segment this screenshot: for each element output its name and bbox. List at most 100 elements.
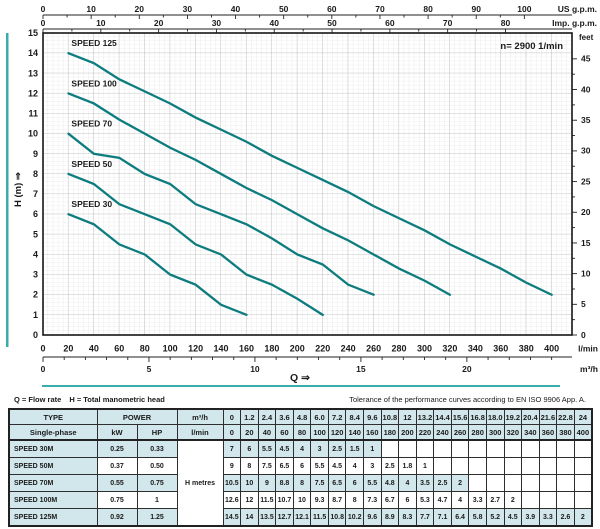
head-value: 5.5 — [363, 474, 382, 492]
power-kw: 0.75 — [96, 491, 138, 509]
head-value — [538, 474, 558, 492]
head-value: 10 — [292, 491, 312, 509]
m3h-value-header: 8.4 — [345, 408, 364, 425]
head-value: 1.8 — [398, 457, 417, 475]
us-gpm-tick-label: 100 — [517, 4, 531, 14]
head-value — [521, 457, 540, 475]
head-value: 12.1 — [292, 508, 312, 527]
head-value: 9.3 — [310, 491, 329, 509]
feet-tick-label: 0 — [581, 330, 586, 340]
us-gpm-tick-label: 20 — [135, 4, 145, 14]
head-value: 7.3 — [363, 491, 382, 509]
m3h-tick-label: 5 — [147, 364, 152, 374]
curve-speed-50 — [67, 172, 324, 317]
head-value: 6.5 — [327, 474, 347, 492]
lmin-value-header: 320 — [503, 424, 523, 441]
head-value — [538, 439, 558, 458]
h-tick-label: 13 — [28, 68, 38, 78]
head-value: 8.9 — [380, 508, 400, 527]
h-tick-label: 2 — [33, 290, 38, 300]
head-value: 1.5 — [345, 439, 364, 458]
us-gpm-axis-label: US g.p.m. — [558, 4, 597, 14]
head-value: 10.5 — [222, 474, 242, 492]
lmin-value-header: 240 — [433, 424, 452, 441]
feet-tick-label: 5 — [581, 299, 586, 309]
h-tick-label: 10 — [28, 129, 38, 139]
curve-label: SPEED 30 — [71, 199, 112, 209]
head-value — [433, 457, 452, 475]
lmin-value-header: 220 — [415, 424, 435, 441]
col-header-lmin: l/min — [176, 424, 224, 441]
feet-tick-label: 30 — [581, 146, 591, 156]
lmin-value-header: 20 — [240, 424, 259, 441]
head-value — [556, 457, 575, 475]
head-value: 11.5 — [257, 491, 277, 509]
grid-major — [43, 33, 572, 335]
pump-type: SPEED 30M — [8, 439, 98, 458]
m3h-value-header: 13.2 — [415, 408, 435, 425]
head-value: 4 — [345, 457, 364, 475]
head-value: 8 — [240, 457, 259, 475]
lmin-value-header: 160 — [363, 424, 382, 441]
head-value: 4.5 — [503, 508, 523, 527]
table-row: SPEED 50M 0.37 0.50 9 8 7.5 6.5 6 5.5 4.5 4 3 2.5 1.8… — [8, 457, 593, 475]
col-header-power: POWER — [96, 408, 178, 425]
curve-speed-70 — [67, 132, 375, 296]
pump-type: SPEED 50M — [8, 457, 98, 475]
head-value: 9 — [222, 457, 242, 475]
table-row: SPEED 125M 0.92 1.25 14.5 14 13.5 12.7 12.1 11.5… — [8, 508, 593, 527]
us-gpm-tick-label: 80 — [423, 4, 433, 14]
imp-gpm-tick-label: 80 — [501, 18, 511, 28]
imp-gpm-tick-label: 10 — [96, 18, 106, 28]
lmin-tick-label: 280 — [392, 344, 407, 354]
head-value: 6.4 — [450, 508, 470, 527]
lmin-tick-label: 300 — [417, 344, 432, 354]
h-tick-label: 1 — [33, 310, 38, 320]
head-value: 4.7 — [433, 491, 452, 509]
head-value: 4 — [450, 491, 470, 509]
head-value: 2.5 — [380, 457, 400, 475]
head-value: 10 — [240, 474, 259, 492]
power-kw: 0.55 — [96, 474, 138, 492]
us-gpm-tick-label: 70 — [375, 4, 385, 14]
m3h-value-header: 10.8 — [380, 408, 400, 425]
curve-label: SPEED 50 — [71, 159, 112, 169]
lmin-value-header: 60 — [275, 424, 294, 441]
feet-tick-label: 40 — [581, 84, 591, 94]
head-value: 4 — [398, 474, 417, 492]
curve-label: SPEED 125 — [71, 38, 117, 48]
lmin-tick-label: 140 — [214, 344, 229, 354]
head-value: 2 — [573, 508, 593, 527]
pump-curves: SPEED 125 SPEED 100 SPEED 70 SPEED 50 SPEED … — [67, 38, 553, 317]
head-value: 2.5 — [327, 439, 347, 458]
m3h-tick-label: 15 — [356, 364, 366, 374]
h-tick-label: 0 — [33, 330, 38, 340]
curve-speed-100 — [67, 92, 452, 296]
m3h-value-header: 12 — [398, 408, 417, 425]
q-axis-title: Q ⇒ — [290, 372, 310, 384]
m3h-value-header: 7.2 — [327, 408, 347, 425]
divider-rule — [42, 385, 560, 387]
head-value: 6 — [240, 439, 259, 458]
lmin-value-header: 0 — [222, 424, 242, 441]
imp-gpm-tick-label: 50 — [327, 18, 337, 28]
head-value: 2 — [503, 491, 523, 509]
feet-axis-label: feet — [579, 33, 594, 42]
lmin-value-header: 380 — [556, 424, 575, 441]
col-header-single-phase: Single-phase — [8, 424, 98, 441]
head-value — [450, 457, 470, 475]
m3h-tick-label: 10 — [250, 364, 260, 374]
h-tick-label: 4 — [33, 249, 38, 259]
head-value: 6.7 — [380, 491, 400, 509]
head-value — [380, 439, 400, 458]
h-tick-label: 7 — [33, 189, 38, 199]
m3h-value-header: 3.6 — [275, 408, 294, 425]
lmin-axis-label: l/min — [578, 344, 598, 354]
head-value — [485, 457, 505, 475]
head-value: 5.5 — [310, 457, 329, 475]
lmin-value-header: 80 — [292, 424, 312, 441]
head-value: 14.5 — [222, 508, 242, 527]
head-value — [521, 491, 540, 509]
head-value: 8.3 — [398, 508, 417, 527]
us-gpm-tick-label: 30 — [183, 4, 193, 14]
